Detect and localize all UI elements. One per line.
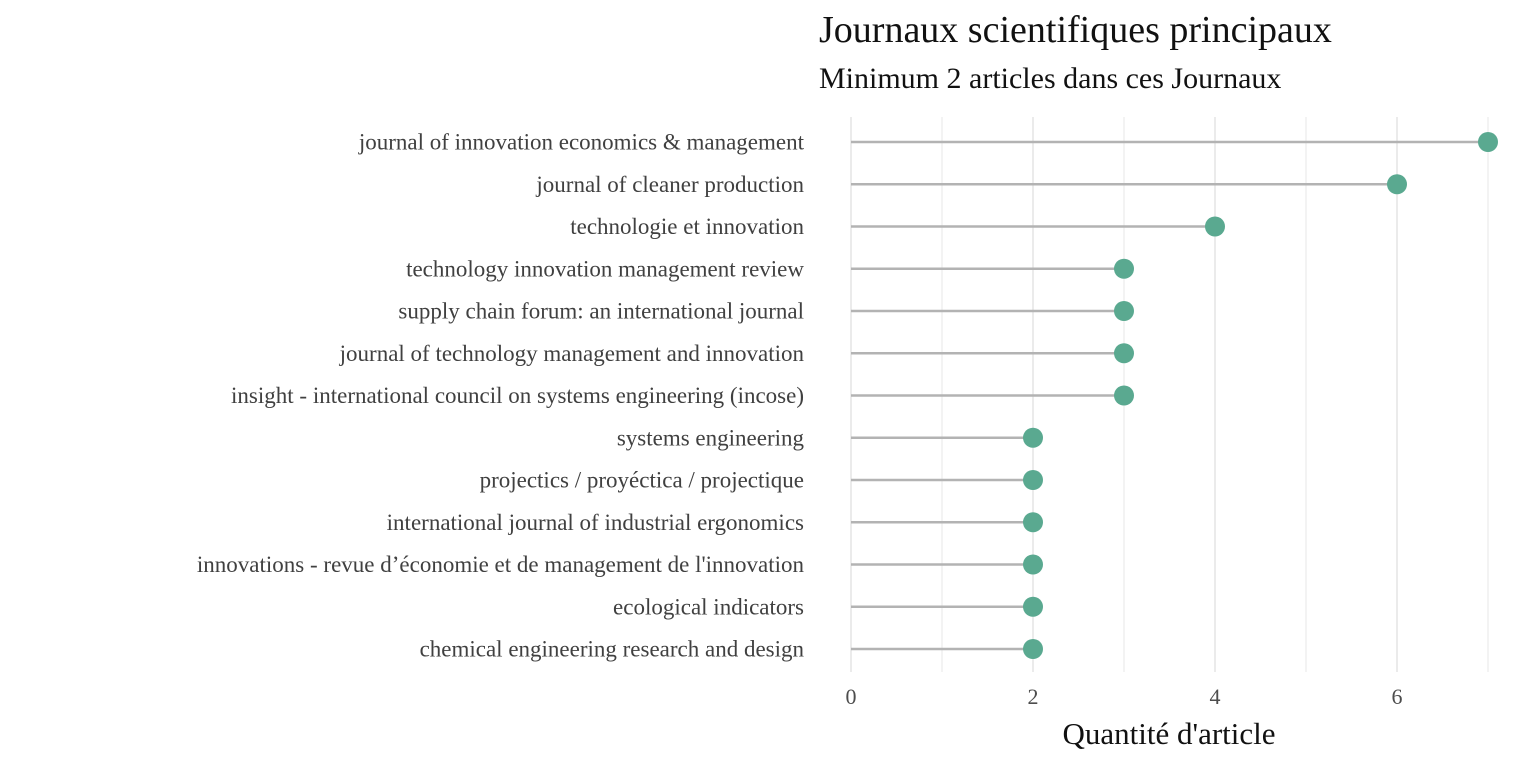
data-point bbox=[1114, 343, 1134, 364]
data-point bbox=[1114, 301, 1134, 321]
x-tick-label: 4 bbox=[1210, 684, 1221, 709]
x-tick-labels: 0 2 4 6 bbox=[846, 684, 1403, 709]
category-label: supply chain forum: an international jou… bbox=[398, 299, 804, 324]
x-axis-title: Quantité d'article bbox=[1062, 716, 1275, 751]
chart-title: Journaux scientifiques principaux bbox=[819, 9, 1332, 51]
data-point bbox=[1205, 216, 1225, 237]
stem-layer bbox=[851, 140, 1488, 651]
category-label: technologie et innovation bbox=[570, 214, 804, 239]
category-label: projectics / proyéctica / projectique bbox=[480, 468, 804, 493]
category-label: journal of innovation economics & manage… bbox=[358, 130, 805, 155]
x-tick-label: 0 bbox=[846, 684, 857, 709]
data-point bbox=[1114, 385, 1134, 406]
category-labels: journal of innovation economics & manage… bbox=[197, 130, 805, 662]
category-label: journal of cleaner production bbox=[535, 172, 804, 197]
category-label: innovations - revue d’économie et de man… bbox=[197, 552, 805, 577]
data-point bbox=[1023, 470, 1043, 490]
point-layer bbox=[1023, 132, 1498, 659]
category-label: journal of technology management and inn… bbox=[339, 341, 805, 366]
chart-subtitle: Minimum 2 articles dans ces Journaux bbox=[819, 62, 1282, 95]
category-label: international journal of industrial ergo… bbox=[387, 510, 804, 535]
data-point bbox=[1387, 174, 1407, 195]
category-label: insight - international council on syste… bbox=[231, 383, 804, 408]
category-label: chemical engineering research and design bbox=[420, 637, 805, 662]
data-point bbox=[1114, 258, 1134, 279]
data-point bbox=[1478, 132, 1498, 152]
data-point bbox=[1023, 427, 1043, 448]
category-label: technology innovation management review bbox=[406, 256, 804, 281]
x-tick-label: 2 bbox=[1028, 684, 1039, 709]
data-point bbox=[1023, 639, 1043, 659]
data-point bbox=[1023, 512, 1043, 533]
category-label: ecological indicators bbox=[613, 594, 804, 619]
data-point bbox=[1023, 596, 1043, 617]
data-point bbox=[1023, 554, 1043, 575]
category-label: systems engineering bbox=[617, 425, 805, 450]
x-tick-label: 6 bbox=[1392, 684, 1403, 709]
